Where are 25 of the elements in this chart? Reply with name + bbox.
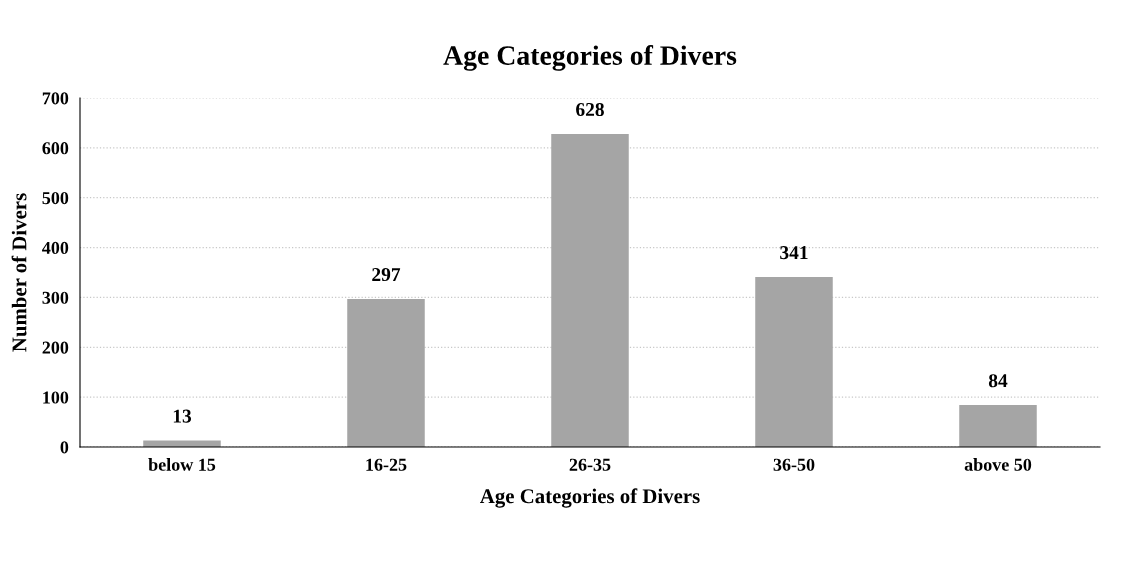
bar xyxy=(551,133,629,447)
y-tick-label: 100 xyxy=(43,391,69,404)
x-tick-label: 36-50 xyxy=(773,458,815,471)
data-label: 297 xyxy=(372,268,401,282)
y-tick-label: 300 xyxy=(42,291,69,304)
x-tick-label: above 50 xyxy=(964,458,1032,471)
data-label: 84 xyxy=(988,374,1008,388)
y-tick-label: 200 xyxy=(42,341,69,354)
x-tick-label: below 15 xyxy=(148,458,216,471)
bar xyxy=(347,298,425,447)
x-tick-label: 26-35 xyxy=(569,458,611,471)
x-tick-label: 16-25 xyxy=(366,458,407,471)
y-tick-label: 600 xyxy=(42,142,69,155)
data-label: 341 xyxy=(780,246,808,260)
bar xyxy=(755,276,833,447)
y-tick-label: 0 xyxy=(60,441,69,454)
y-tick-label: 500 xyxy=(42,191,69,205)
y-axis-title: Number of Divers xyxy=(11,193,27,352)
y-tick-label: 700 xyxy=(42,92,69,105)
x-axis-title: Age Categories of Divers xyxy=(480,488,700,508)
bar xyxy=(959,405,1037,447)
y-tick-label: 400 xyxy=(42,241,69,255)
data-label: 628 xyxy=(576,102,604,117)
data-label: 13 xyxy=(173,409,192,423)
chart-title: Age Categories of Divers xyxy=(443,45,737,71)
